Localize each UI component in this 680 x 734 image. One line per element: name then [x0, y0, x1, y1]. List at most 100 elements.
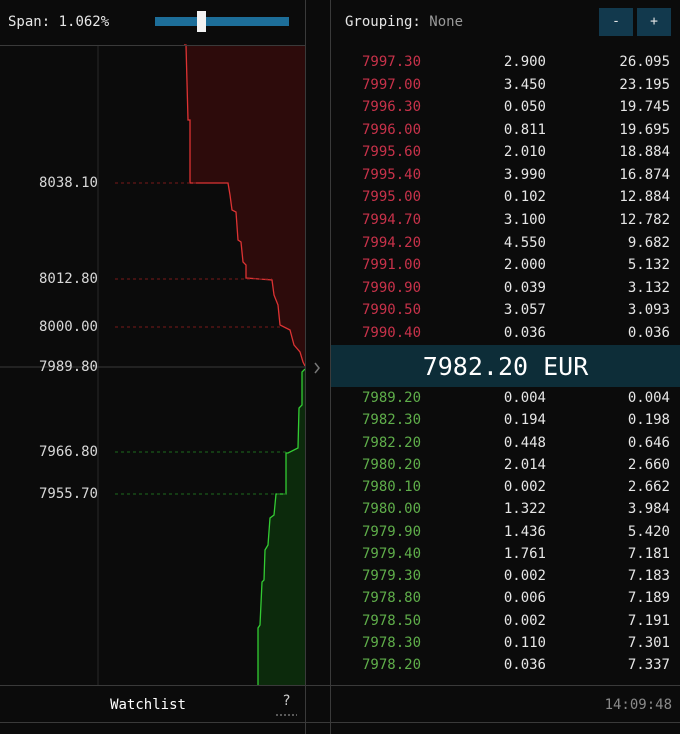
span-slider-track[interactable]	[155, 17, 289, 26]
ask-price: 7990.50	[362, 302, 422, 319]
ask-depth-area	[184, 45, 305, 366]
price-axis-label: 8038.10	[38, 175, 98, 191]
bid-amount: 0.110	[503, 634, 546, 651]
ask-price: 7996.30	[362, 99, 422, 116]
ask-total: 3.132	[627, 279, 670, 296]
ask-total: 19.695	[619, 121, 670, 138]
bid-price: 7989.20	[362, 390, 422, 406]
grouping-increase[interactable]: +	[637, 8, 671, 36]
ask-total: 5.132	[627, 257, 670, 274]
bid-total: 5.420	[627, 523, 670, 540]
ask-amount: 3.100	[503, 212, 546, 229]
bid-amount: 1.436	[503, 523, 546, 540]
bid-total: 7.189	[627, 590, 670, 607]
ask-total: 9.682	[627, 234, 670, 251]
ask-amount: 0.050	[503, 99, 546, 116]
ask-amount: 2.010	[503, 144, 546, 161]
bid-total: 7.191	[627, 612, 670, 629]
bid-price: 7980.00	[362, 501, 422, 518]
bid-price: 7978.30	[362, 634, 422, 651]
span-label-text: Span:	[8, 14, 51, 30]
ask-total: 0.036	[627, 324, 670, 341]
ask-amount: 0.036	[503, 324, 546, 341]
ask-amount: 3.450	[503, 76, 546, 93]
bid-price: 7978.50	[362, 612, 422, 629]
bid-price: 7979.90	[362, 523, 422, 540]
ask-price: 7995.60	[362, 144, 422, 161]
price-axis-label: 8012.80	[38, 271, 98, 287]
ask-depth-line	[184, 44, 306, 367]
help-button[interactable]: ?	[282, 693, 291, 709]
ask-amount: 0.039	[503, 279, 546, 296]
bid-amount: 0.002	[503, 612, 546, 629]
bid-total: 2.662	[627, 479, 670, 495]
bid-amount: 0.448	[503, 434, 546, 451]
bid-price: 7982.30	[362, 412, 422, 429]
ask-amount: 3.990	[503, 166, 546, 183]
span-value: 1.062%	[58, 14, 110, 30]
grouping-value: None	[429, 14, 464, 30]
ask-price: 7997.30	[362, 54, 422, 70]
bid-amount: 1.761	[503, 545, 546, 562]
grouping-label: Grouping:	[345, 14, 421, 30]
price-axis-label: 8000.00	[38, 319, 98, 335]
bid-price: 7982.20	[362, 434, 422, 451]
collapse-chevron[interactable]	[314, 362, 320, 374]
bid-amount: 0.194	[503, 412, 546, 429]
bid-total: 7.183	[627, 568, 670, 584]
ask-amount: 2.900	[503, 54, 546, 70]
bid-amount: 2.014	[503, 456, 546, 473]
span-slider-thumb[interactable]	[197, 11, 206, 32]
bid-price: 7979.30	[362, 568, 422, 584]
bid-price: 7980.20	[362, 456, 422, 473]
grouping[interactable]: Grouping: None	[345, 13, 463, 31]
ask-amount: 4.550	[503, 234, 546, 251]
price-axis-label: 7955.70	[38, 486, 98, 502]
ask-price: 7995.40	[362, 166, 422, 183]
grouping-decrease[interactable]: -	[599, 8, 633, 36]
bid-price: 7978.20	[362, 657, 422, 673]
bid-amount: 0.006	[503, 590, 546, 607]
bid-price: 7980.10	[362, 479, 422, 495]
ask-amount: 0.811	[503, 121, 546, 138]
ask-total: 16.874	[619, 166, 670, 183]
bid-amount: 1.322	[503, 501, 546, 518]
ask-total: 18.884	[619, 144, 670, 161]
ask-price: 7996.00	[362, 121, 422, 138]
ask-total: 3.093	[627, 302, 670, 319]
bid-total: 0.198	[627, 412, 670, 429]
bid-total: 3.984	[627, 501, 670, 518]
bid-depth-line	[257, 368, 306, 685]
ask-total: 23.195	[619, 76, 670, 93]
ask-amount: 3.057	[503, 302, 546, 319]
bid-price: 7978.80	[362, 590, 422, 607]
ask-price: 7994.70	[362, 212, 422, 229]
ask-price: 7994.20	[362, 234, 422, 251]
bid-amount: 0.002	[503, 568, 546, 584]
bid-amount: 0.004	[503, 390, 546, 406]
ask-amount: 2.000	[503, 257, 546, 274]
ask-total: 26.095	[619, 54, 670, 70]
ask-price: 7990.40	[362, 324, 422, 341]
bid-total: 7.181	[627, 545, 670, 562]
bid-total: 7.301	[627, 634, 670, 651]
ask-price: 7995.00	[362, 189, 422, 206]
span-label: Span: 1.062%	[8, 13, 109, 31]
price-axis-label: 7989.80	[38, 359, 98, 375]
ask-total: 19.745	[619, 99, 670, 116]
price-axis-label: 7966.80	[38, 444, 98, 460]
ask-total: 12.782	[619, 212, 670, 229]
bid-depth-area	[258, 369, 305, 685]
bid-total: 7.337	[627, 657, 670, 673]
bid-total: 0.646	[627, 434, 670, 451]
clock: 14:09:48	[604, 697, 672, 713]
watchlist-tab[interactable]: Watchlist	[110, 697, 186, 713]
bid-amount: 0.036	[503, 657, 546, 673]
bid-total: 0.004	[627, 390, 670, 406]
bid-amount: 0.002	[503, 479, 546, 495]
ask-total: 12.884	[619, 189, 670, 206]
ask-price: 7991.00	[362, 257, 422, 274]
mid-price: 7982.20 EUR	[422, 352, 589, 381]
